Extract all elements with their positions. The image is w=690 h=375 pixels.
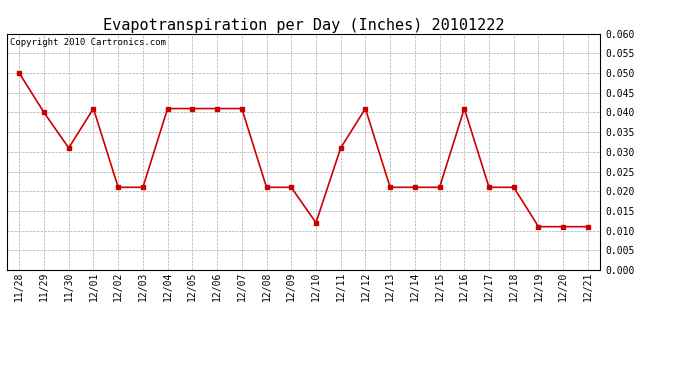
Text: Copyright 2010 Cartronics.com: Copyright 2010 Cartronics.com: [10, 39, 166, 48]
Title: Evapotranspiration per Day (Inches) 20101222: Evapotranspiration per Day (Inches) 2010…: [103, 18, 504, 33]
